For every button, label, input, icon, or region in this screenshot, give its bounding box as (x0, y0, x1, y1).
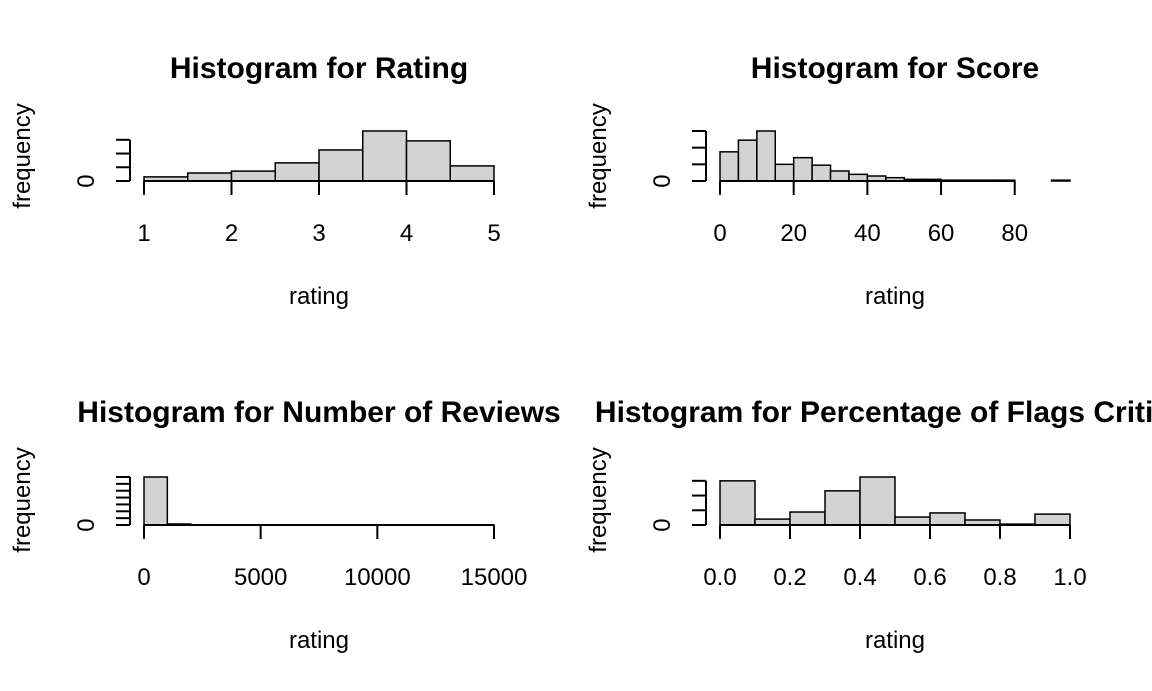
y-tick-label: 0 (73, 174, 100, 187)
histogram-bar (1050, 179, 1071, 182)
histogram-bar (792, 156, 813, 182)
x-tick-label: 3 (312, 220, 325, 247)
x-tick-label: 1 (137, 220, 150, 247)
histogram-bar (859, 476, 896, 526)
x-tick-label: 20 (780, 220, 807, 247)
histogram-bar (789, 511, 826, 526)
x-tick-label: 0.8 (983, 564, 1016, 591)
x-tick-label: 15000 (461, 564, 528, 591)
histogram-bar (274, 162, 320, 182)
x-tick-label: 0.0 (703, 564, 736, 591)
panel: Histogram for Percentage of Flags Critic… (585, 396, 1152, 654)
panel: Histogram for Score rating frequency 0 20 40 6… (585, 52, 1071, 310)
histogram-bar (737, 139, 758, 182)
x-tick-label: 5000 (234, 564, 287, 591)
histogram-bar (405, 140, 451, 182)
histogram-bar (756, 130, 777, 182)
y-axis-label: frequency (585, 103, 612, 208)
x-axis-label: rating (865, 283, 925, 310)
x-tick-label: 4 (400, 220, 413, 247)
histogram-bar (824, 490, 861, 526)
x-tick-label: 0 (137, 564, 150, 591)
histogram-bar (1034, 513, 1071, 526)
x-tick-label: 2 (225, 220, 238, 247)
x-axis-label: rating (865, 627, 925, 654)
histogram-bar (187, 172, 233, 182)
histogram-bar (230, 170, 276, 182)
x-tick-label: 0.2 (773, 564, 806, 591)
histogram-bar (362, 130, 408, 182)
histogram-bar (143, 476, 169, 526)
y-tick-label: 0 (649, 174, 676, 187)
x-tick-label: 0.4 (843, 564, 876, 591)
y-tick-label: 0 (73, 518, 100, 531)
panel-title: Histogram for Score (751, 52, 1039, 85)
x-tick-label: 5 (487, 220, 500, 247)
histogram-bar (774, 163, 795, 182)
histogram-bar (894, 516, 931, 526)
x-tick-label: 1.0 (1053, 564, 1086, 591)
y-tick-label: 0 (649, 518, 676, 531)
histogram-bar (449, 165, 495, 182)
panel-title: Histogram for Number of Reviews (77, 396, 560, 429)
panel: Histogram for Rating rating frequency 1 2 3 4 5… (9, 52, 501, 310)
y-axis-label: frequency (585, 447, 612, 552)
x-axis-label: rating (289, 283, 349, 310)
x-tick-label: 40 (854, 220, 881, 247)
x-tick-label: 60 (928, 220, 955, 247)
y-axis-label: frequency (9, 447, 36, 552)
histogram-bar (719, 151, 740, 182)
panel-title: Histogram for Rating (170, 52, 468, 85)
histogram-bar (811, 164, 832, 182)
x-tick-label: 0 (713, 220, 726, 247)
histogram-bar (829, 170, 850, 182)
histogram-bar (318, 149, 364, 182)
panel: Histogram for Number of Reviews rating fre… (9, 396, 561, 654)
panel-title: Histogram for Percentage of Flags Critic… (595, 396, 1152, 429)
x-axis-label: rating (289, 627, 349, 654)
x-tick-label: 80 (1001, 220, 1028, 247)
histogram-bar (929, 512, 966, 526)
histogram-bar (719, 480, 756, 526)
x-tick-label: 10000 (344, 564, 411, 591)
x-tick-label: 0.6 (913, 564, 946, 591)
y-axis-label: frequency (9, 103, 36, 208)
